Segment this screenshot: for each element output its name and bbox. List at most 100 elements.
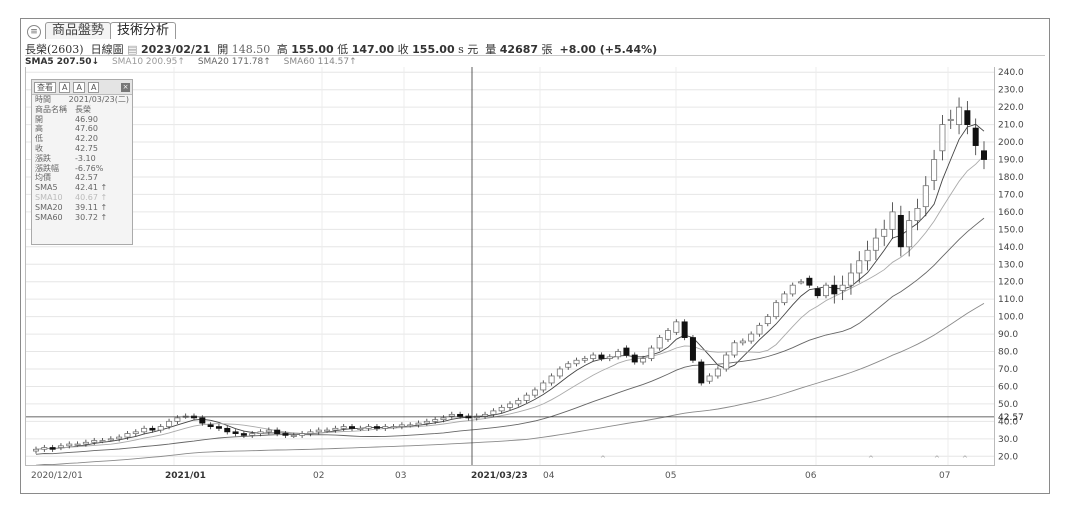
candle-body bbox=[590, 354, 597, 359]
candle-body bbox=[166, 420, 173, 427]
tab-technical-analysis[interactable]: 技術分析 bbox=[110, 22, 177, 39]
ohlc-value: 46.90 bbox=[75, 114, 98, 124]
ohlc-rows: 時間 2021/03/23(二) 商品名稱 長榮開 46.90 高 47.60 低 42.20 收… bbox=[32, 95, 132, 222]
y-tick-label: 220.0 bbox=[998, 103, 1024, 113]
ohlc-value: 2021/03/23(二) bbox=[68, 95, 129, 104]
candle-body bbox=[606, 356, 613, 359]
candle-body bbox=[823, 284, 830, 297]
y-tick-label: 20.0 bbox=[998, 452, 1018, 462]
price-chart[interactable]: 240.0 230.0 220.0 210.0 200.0 190.0 180.0 170.0… bbox=[25, 67, 1024, 466]
y-tick-label: 160.0 bbox=[998, 208, 1024, 218]
candle-body bbox=[415, 422, 422, 426]
event-marker-icon: ^ bbox=[934, 455, 940, 463]
candle-body bbox=[265, 429, 272, 433]
ohlc-key: SMA60 bbox=[35, 212, 63, 222]
candle-body bbox=[856, 260, 863, 274]
candle-body bbox=[365, 426, 372, 429]
candle-body bbox=[299, 433, 306, 436]
chart-window: ≡ 商品盤勢 技術分析 長榮(2603) 日線圖 ▤ 2023/02/21 開 … bbox=[20, 18, 1050, 494]
open-label: 開 bbox=[217, 43, 229, 56]
close-icon[interactable]: × bbox=[121, 82, 130, 92]
ohlc-value: 39.11 ↑ bbox=[75, 202, 108, 212]
candle-body bbox=[623, 347, 630, 356]
ohlc-toolbar: 查看 A A A × bbox=[32, 80, 132, 95]
sma10-legend[interactable]: SMA10 200.95↑ bbox=[111, 57, 185, 67]
tab-menu-icon[interactable]: ≡ bbox=[27, 25, 41, 39]
event-marker-icon: ^ bbox=[868, 455, 874, 463]
candle-body bbox=[357, 427, 364, 430]
candle-body bbox=[215, 426, 222, 429]
candle-body bbox=[398, 424, 405, 427]
y-tick-label: 230.0 bbox=[998, 86, 1024, 96]
candle-body bbox=[706, 375, 713, 382]
change-value: +8.00 (+5.44%) bbox=[559, 43, 658, 56]
y-tick-label: 40.0 bbox=[998, 417, 1018, 427]
candle-body bbox=[964, 110, 971, 126]
divider bbox=[25, 55, 1045, 56]
candle-body bbox=[41, 447, 48, 450]
ohlc-value: 42.20 bbox=[75, 134, 98, 144]
y-tick-label: 70.0 bbox=[998, 365, 1018, 375]
font-decrease-button[interactable]: A bbox=[59, 81, 71, 93]
candle-body bbox=[249, 433, 256, 436]
tab-market[interactable]: 商品盤勢 bbox=[45, 22, 112, 39]
candle-body bbox=[240, 433, 247, 436]
candle-body bbox=[565, 363, 572, 368]
ohlc-value: 42.75 bbox=[75, 143, 98, 153]
ohlc-value: 47.60 bbox=[75, 124, 98, 134]
candle-body bbox=[681, 321, 688, 338]
candle-body bbox=[274, 429, 281, 434]
sma5-legend[interactable]: SMA5 207.50↓ bbox=[25, 57, 100, 67]
sma20-legend[interactable]: SMA20 171.78↑ bbox=[197, 57, 271, 67]
candle-body bbox=[199, 417, 206, 424]
candle-body bbox=[382, 426, 389, 429]
candle-body bbox=[91, 440, 98, 443]
period-label[interactable]: 日線圖 bbox=[90, 43, 124, 56]
candle-body bbox=[124, 433, 131, 438]
candle-body bbox=[307, 431, 314, 434]
candle-body bbox=[482, 413, 489, 417]
ohlc-key: 高 bbox=[35, 124, 43, 134]
volume-unit: 張 bbox=[541, 43, 553, 56]
ohlc-key: 漲跌 bbox=[35, 153, 51, 163]
candle-body bbox=[66, 443, 73, 447]
font-reset-button[interactable]: A bbox=[87, 81, 100, 93]
candle-body bbox=[448, 413, 455, 417]
candle-body bbox=[440, 417, 447, 421]
sma60-legend[interactable]: SMA60 114.57↑ bbox=[283, 57, 357, 67]
candle-body bbox=[498, 406, 505, 412]
y-tick-label: 180.0 bbox=[998, 173, 1024, 183]
candle-body bbox=[764, 316, 771, 325]
candle-body bbox=[548, 375, 555, 384]
ohlc-row: SMA60 30.72 ↑ bbox=[32, 213, 132, 223]
ohlc-row: 高 47.60 bbox=[32, 124, 132, 134]
candle-body bbox=[756, 324, 763, 335]
sma-legend: SMA5 207.50↓ SMA10 200.95↑ SMA20 171.78↑… bbox=[25, 57, 367, 67]
ohlc-info-panel[interactable]: 查看 A A A × 時間 2021/03/23(二) 商品名稱 長榮開 46.90 高 4… bbox=[31, 79, 133, 245]
candle-body bbox=[332, 427, 339, 431]
calendar-icon[interactable]: ▤ bbox=[127, 43, 138, 56]
candle-body bbox=[74, 443, 81, 446]
candle-body bbox=[789, 284, 796, 295]
date-label: 03 bbox=[395, 471, 407, 481]
candle-body bbox=[939, 124, 946, 152]
candle-body bbox=[573, 359, 580, 365]
candle-body bbox=[523, 394, 530, 401]
y-tick-label: 120.0 bbox=[998, 278, 1024, 288]
candle-body bbox=[257, 431, 264, 434]
candle-body bbox=[340, 426, 347, 429]
date-label: 06 bbox=[805, 471, 817, 481]
y-tick-label: 210.0 bbox=[998, 121, 1024, 131]
candle-body bbox=[731, 342, 738, 356]
candlestick-chart[interactable]: 240.0 230.0 220.0 210.0 200.0 190.0 180.0 170.0… bbox=[26, 67, 1046, 465]
ohlc-row: 商品名稱 長榮 bbox=[32, 105, 132, 115]
candle-body bbox=[781, 293, 788, 304]
candle-body bbox=[881, 228, 888, 237]
view-button[interactable]: 查看 bbox=[34, 81, 56, 93]
font-increase-button[interactable]: A bbox=[73, 81, 85, 93]
y-tick-label: 200.0 bbox=[998, 138, 1024, 148]
ohlc-row: 時間 2021/03/23(二) bbox=[32, 95, 132, 105]
ohlc-key: 低 bbox=[35, 134, 43, 144]
high-value: 155.00 bbox=[291, 43, 334, 56]
candle-body bbox=[972, 127, 979, 146]
